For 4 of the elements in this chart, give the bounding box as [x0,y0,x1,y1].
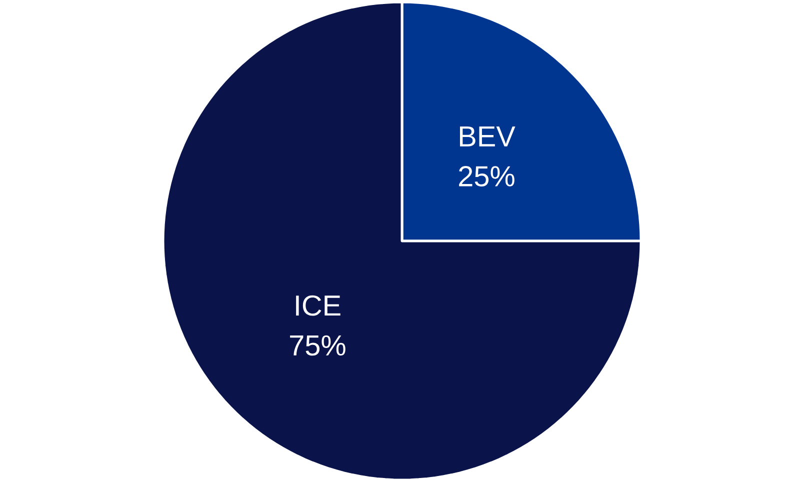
slice-label: ICE [296,295,340,316]
data-label: 75% [290,335,346,356]
data-label: 25% [459,166,514,186]
slice-label: BEV [460,126,516,146]
